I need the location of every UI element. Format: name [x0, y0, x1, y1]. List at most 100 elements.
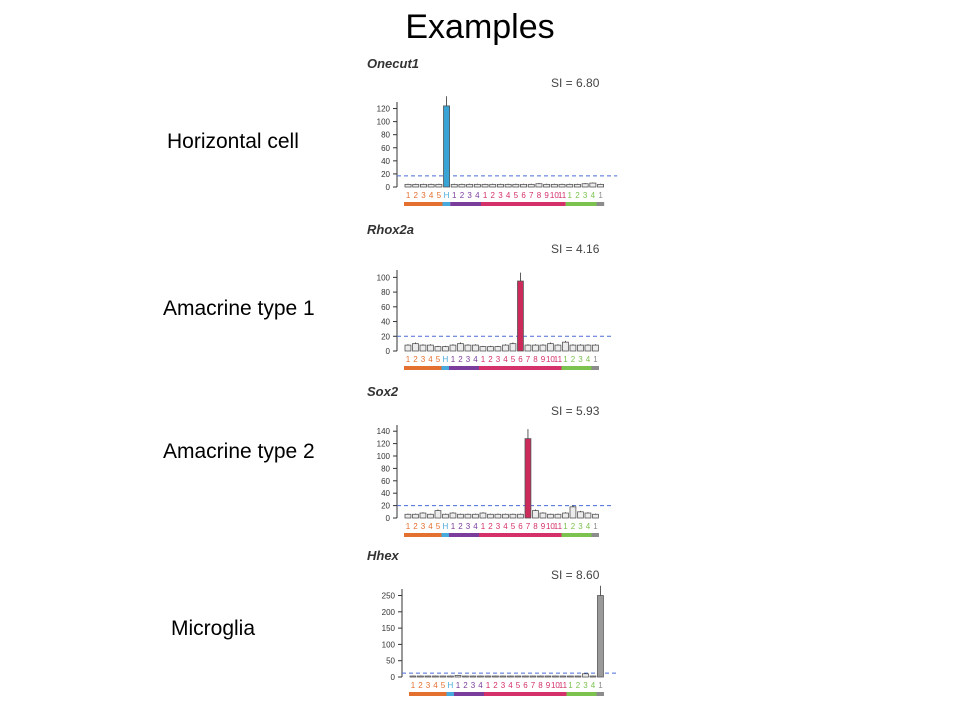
bar	[537, 675, 544, 678]
bar	[442, 346, 449, 352]
row-label-amacrine-type-1: Amacrine type 1	[163, 297, 315, 320]
group-band	[404, 202, 443, 206]
category-label: 4	[586, 522, 591, 531]
category-label: 1	[451, 355, 456, 364]
category-label: 3	[496, 355, 501, 364]
category-label: 10	[546, 522, 555, 531]
y-tick-label: 100	[377, 273, 391, 282]
category-label: 1	[593, 522, 598, 531]
category-label: 4	[428, 355, 433, 364]
bar	[547, 513, 554, 519]
category-label: 5	[514, 191, 519, 200]
bar	[442, 513, 449, 519]
category-label: 5	[511, 522, 516, 531]
category-label: 4	[433, 681, 438, 690]
bar	[567, 675, 574, 678]
bar	[449, 344, 457, 352]
y-tick-label: 40	[381, 489, 390, 498]
bar	[457, 343, 464, 352]
category-label: 3	[498, 191, 503, 200]
y-tick-label: 60	[381, 144, 390, 153]
bar	[443, 105, 450, 188]
bar	[509, 343, 517, 352]
bar	[554, 513, 562, 519]
bar	[489, 183, 497, 188]
bar	[487, 346, 494, 352]
bar	[559, 675, 567, 678]
y-tick-label: 40	[381, 318, 390, 327]
bar	[592, 344, 599, 352]
category-label: 6	[523, 681, 528, 690]
category-label: 6	[521, 191, 526, 200]
bar	[479, 346, 487, 352]
bar	[569, 344, 577, 352]
bar	[502, 513, 509, 519]
category-label: 9	[544, 191, 549, 200]
category-label: 3	[467, 191, 472, 200]
bar	[434, 346, 442, 352]
bar	[520, 183, 527, 188]
bar	[427, 183, 435, 188]
category-label: 8	[538, 681, 543, 690]
category-label: 4	[591, 681, 596, 690]
bar	[484, 675, 492, 678]
bar	[417, 675, 424, 678]
y-tick-label: 80	[381, 288, 390, 297]
bar	[527, 183, 535, 188]
category-label: 3	[421, 191, 426, 200]
category-label: 1	[593, 355, 598, 364]
bar	[577, 344, 584, 352]
category-label: 3	[501, 681, 506, 690]
category-label: 2	[576, 681, 581, 690]
bar	[507, 675, 514, 678]
category-label: 4	[429, 191, 434, 200]
category-label: H	[443, 522, 449, 531]
bar	[404, 344, 412, 352]
category-label: 2	[571, 355, 576, 364]
y-tick-label: 100	[377, 118, 391, 127]
category-label: 9	[541, 355, 546, 364]
category-label: 4	[591, 191, 596, 200]
category-label: 2	[413, 522, 418, 531]
bar	[566, 183, 574, 188]
category-label: 11	[554, 522, 563, 531]
group-band	[481, 202, 566, 206]
category-label: 4	[473, 522, 478, 531]
bar	[524, 344, 532, 352]
bar	[517, 513, 524, 519]
bar	[504, 183, 512, 188]
category-label: 1	[406, 355, 411, 364]
row-label-microglia: Microglia	[171, 617, 256, 640]
group-band	[441, 366, 449, 370]
bar	[582, 673, 589, 678]
category-label: 1	[568, 191, 573, 200]
group-band	[449, 366, 479, 370]
bar	[550, 183, 558, 188]
group-band	[454, 692, 484, 696]
chart-panel-sox2: Sox2 SI = 5.93 0 20 40 60 80 100 120 140 1 2 3 4 5 H 1 2 3…	[355, 380, 625, 542]
category-label: 10	[550, 191, 559, 200]
bar	[481, 183, 489, 188]
category-label: 2	[488, 355, 493, 364]
y-tick-label: 0	[386, 514, 391, 523]
bar	[554, 344, 562, 352]
category-label: 4	[586, 355, 591, 364]
group-band	[450, 202, 481, 206]
category-label: 1	[563, 355, 568, 364]
bar	[581, 183, 589, 188]
bar	[584, 512, 592, 519]
y-tick-label: 60	[381, 303, 390, 312]
bar	[457, 513, 464, 519]
category-label: 5	[436, 355, 441, 364]
bar	[427, 344, 434, 352]
category-label: 3	[583, 681, 588, 690]
category-label: 2	[575, 191, 580, 200]
category-label: 1	[411, 681, 416, 690]
bar	[412, 343, 419, 352]
bar	[502, 344, 509, 352]
category-label: 7	[526, 355, 531, 364]
bar	[420, 183, 427, 188]
category-label: 7	[526, 522, 531, 531]
bar	[589, 675, 597, 678]
